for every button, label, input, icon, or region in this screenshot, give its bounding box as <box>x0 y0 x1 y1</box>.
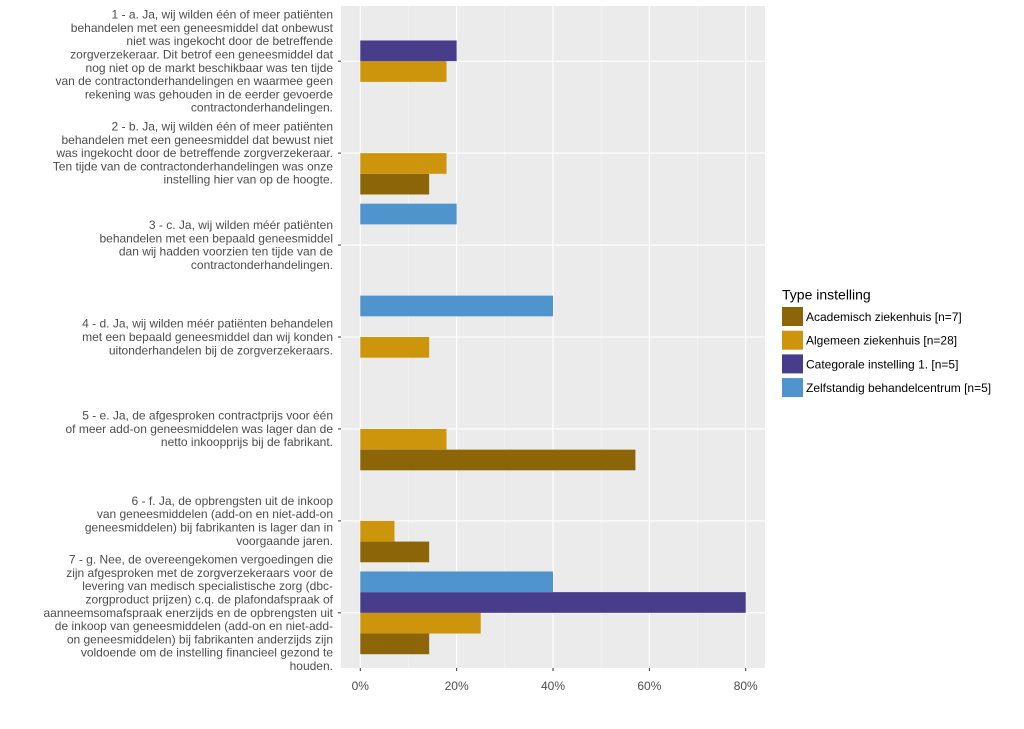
legend-title: Type instelling <box>782 287 871 303</box>
bar <box>360 40 457 62</box>
bar <box>360 633 430 655</box>
bar <box>360 612 481 634</box>
legend-key <box>782 330 803 350</box>
bar <box>360 337 430 358</box>
y-tick-label: 7 - g. Nee, de overeengekomen vergoeding… <box>43 553 333 673</box>
legend-key <box>782 307 803 326</box>
legend-label: Zelfstandig behandelcentrum [n=5] <box>806 381 991 395</box>
y-tick-label: 6 - f. Ja, de opbrengsten uit de inkoop v… <box>85 494 333 548</box>
bar <box>360 153 447 174</box>
bar <box>360 173 430 195</box>
x-tick-label: 60% <box>637 679 661 693</box>
legend-key <box>782 354 803 374</box>
legend-label: Academisch ziekenhuis [n=7] <box>806 310 962 324</box>
x-tick-label: 0% <box>352 679 370 693</box>
bar <box>360 61 447 82</box>
y-tick-label: 5 - e. Ja, de afgesproken contractprijs … <box>65 409 333 450</box>
bar <box>360 203 457 225</box>
bar <box>360 295 553 317</box>
legend-label: Categorale instelling 1. [n=5] <box>806 357 958 371</box>
bar <box>360 571 553 593</box>
legend-label: Algemeen ziekenhuis [n=28] <box>806 334 957 348</box>
y-tick-label: 1 - a. Ja, wij wilden één of meer patiën… <box>55 8 333 115</box>
x-tick-label: 80% <box>734 679 758 693</box>
bar <box>360 428 447 450</box>
bar <box>360 541 430 563</box>
y-tick-label: 2 - b. Ja, wij wilden één of meer patiën… <box>53 120 334 187</box>
x-tick-label: 20% <box>445 679 469 693</box>
bar <box>360 449 636 471</box>
bar <box>360 592 746 613</box>
bar <box>360 520 395 542</box>
y-tick-label: 4 - d. Ja, wij wilden méér patiënten beh… <box>82 317 333 358</box>
y-tick-label: 3 - c. Ja, wij wilden méér patiënten beha… <box>99 218 333 272</box>
legend-key <box>782 378 803 398</box>
x-tick-label: 40% <box>541 679 565 693</box>
